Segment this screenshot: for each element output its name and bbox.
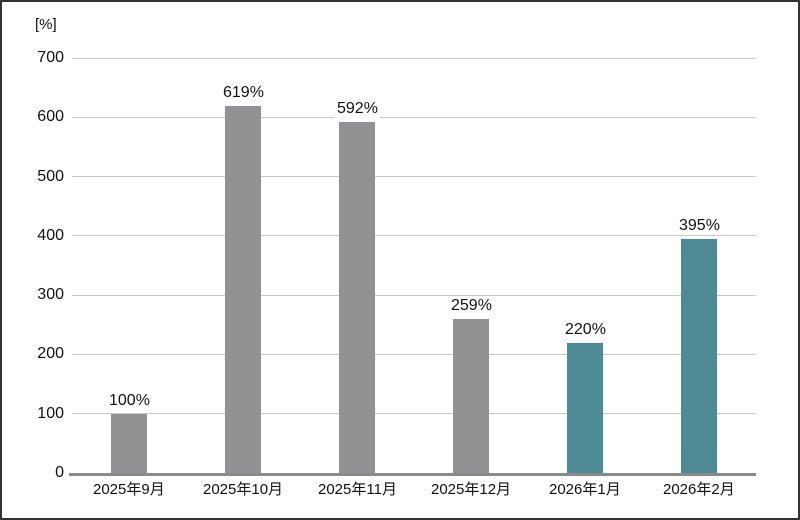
category-label: 2025年9月 bbox=[93, 481, 165, 498]
category-label: 2025年10月 bbox=[203, 481, 284, 498]
y-tick-label: 700 bbox=[37, 49, 64, 66]
bar-2025年10月 bbox=[225, 106, 261, 473]
value-label: 395% bbox=[677, 216, 722, 235]
bar-2025年12月 bbox=[453, 319, 489, 473]
value-label: 592% bbox=[335, 100, 380, 119]
gridline bbox=[72, 353, 756, 355]
bar-2025年11月 bbox=[339, 122, 375, 473]
value-label: 100% bbox=[107, 391, 152, 410]
y-tick-label: 200 bbox=[37, 345, 64, 363]
value-label: 259% bbox=[449, 297, 494, 316]
gridline bbox=[72, 413, 756, 415]
value-label: 220% bbox=[563, 320, 608, 339]
gridline bbox=[72, 57, 756, 59]
gridline bbox=[72, 294, 756, 296]
bar-2026年2月 bbox=[681, 238, 717, 473]
category-label: 2025年11月 bbox=[318, 481, 397, 498]
y-axis-unit-label: [%] bbox=[35, 16, 57, 33]
category-label: 2025年12月 bbox=[431, 481, 512, 498]
gridline bbox=[72, 176, 756, 178]
category-label: 2026年1月 bbox=[549, 481, 621, 498]
y-tick-label: 0 bbox=[55, 464, 64, 481]
y-tick-label: 500 bbox=[37, 167, 64, 185]
y-tick-label: 100 bbox=[37, 404, 64, 422]
x-axis-line bbox=[69, 473, 756, 476]
y-tick-label: 300 bbox=[37, 286, 64, 304]
value-label: 619% bbox=[221, 84, 266, 103]
y-tick-label: 400 bbox=[37, 226, 64, 244]
y-tick-label: 600 bbox=[37, 108, 64, 126]
gridline bbox=[72, 235, 756, 237]
category-label: 2026年2月 bbox=[663, 481, 735, 498]
bar-2026年1月 bbox=[567, 342, 603, 473]
bar-2025年9月 bbox=[111, 413, 147, 473]
gridline bbox=[72, 116, 756, 118]
